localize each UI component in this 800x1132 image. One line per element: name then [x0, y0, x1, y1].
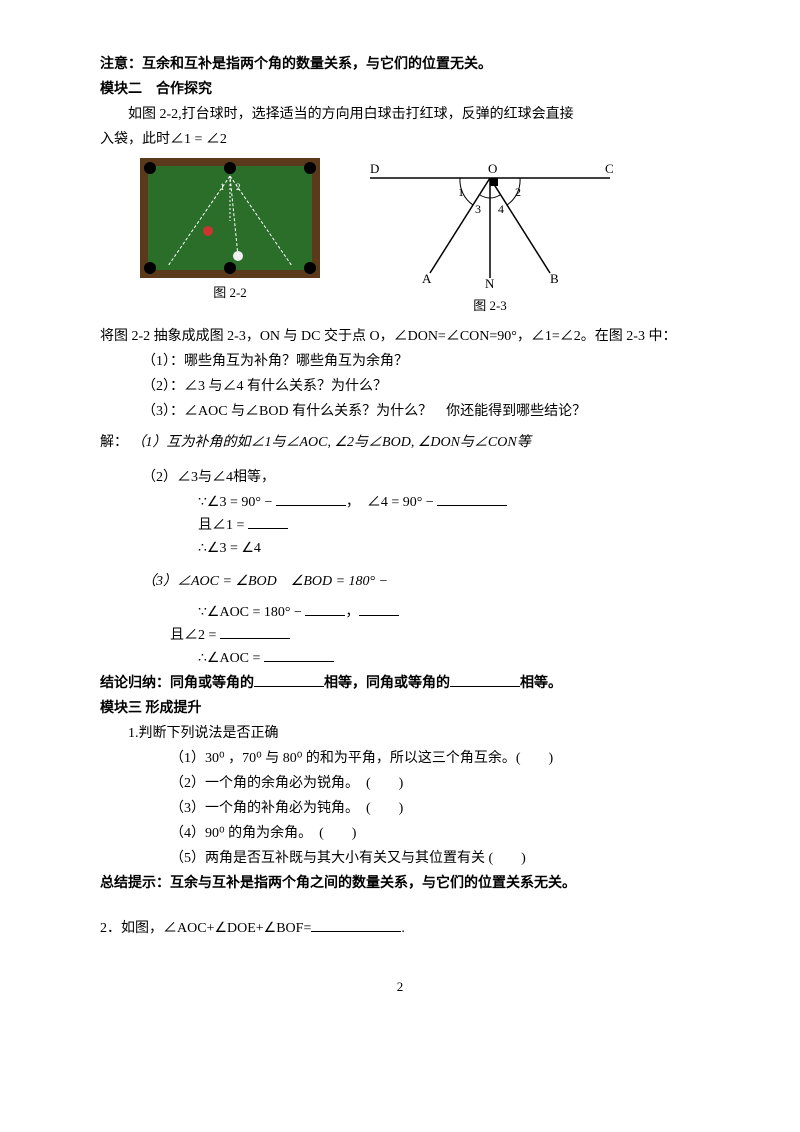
judge-title: 1.判断下列说法是否正确 [100, 723, 700, 744]
solution-row: 解： （1）互为补角的如∠1与∠AOC, ∠2与∠BOD, ∠DON与∠CON等 [100, 432, 700, 453]
solution-3-line1: ∵∠AOC = 180° − ， [100, 602, 700, 623]
summary-tip: 总结提示：互余与互补是指两个角之间的数量关系，与它们的位置关系无关。 [100, 873, 700, 894]
svg-text:4: 4 [498, 202, 504, 216]
blank-input[interactable] [276, 505, 346, 506]
note-heading: 注意：互余和互补是指两个角的数量关系，与它们的位置无关。 [100, 54, 700, 75]
conclusion-line: 结论归纳：同角或等角的相等，同角或等角的相等。 [100, 673, 700, 694]
solution-3-line3: ∴∠AOC = [100, 648, 700, 669]
transform-text: 将图 2-2 抽象成成图 2-3，ON 与 DC 交于点 O，∠DON=∠CON… [100, 326, 700, 347]
question-1: （1）：哪些角互为补角？哪些角互为余角？ [100, 351, 700, 372]
solution-2-line2: 且∠1 = [100, 515, 700, 536]
blank-input[interactable] [359, 615, 399, 616]
svg-text:2: 2 [515, 185, 521, 199]
judge-4: （4）90⁰ 的角为余角。 ( ) [100, 823, 700, 844]
pool-image: 1 2 [140, 158, 320, 278]
problem-2: 2．如图，∠AOC+∠DOE+∠BOF=. [100, 918, 700, 939]
diagram-caption: 图 2-3 [360, 295, 620, 314]
solution-label: 解： [100, 435, 128, 450]
judge-1: （1）30⁰ ，70⁰ 与 80⁰ 的和为平角，所以这三个角互余。( ) [100, 748, 700, 769]
svg-text:A: A [422, 271, 432, 286]
svg-text:1: 1 [458, 185, 464, 199]
solution-2-line1: ∵∠3 = 90° − ， ∠4 = 90° − [100, 492, 700, 513]
svg-text:2: 2 [236, 182, 241, 192]
blank-input[interactable] [437, 505, 507, 506]
svg-text:N: N [485, 276, 495, 288]
svg-text:3: 3 [475, 202, 481, 216]
blank-input[interactable] [254, 686, 324, 687]
svg-text:O: O [488, 161, 497, 176]
module2-title: 模块二 合作探究 [100, 79, 700, 100]
blank-input[interactable] [311, 931, 401, 932]
blank-input[interactable] [248, 528, 288, 529]
solution-3-line2: 且∠2 = [100, 625, 700, 646]
solution-2-line3: ∴∠3 = ∠4 [100, 538, 700, 559]
svg-text:D: D [370, 161, 379, 176]
page-number: 2 [100, 979, 700, 995]
svg-text:B: B [550, 271, 559, 286]
question-3: （3）：∠AOC 与∠BOD 有什么关系？为什么？ 你还能得到哪些结论？ [100, 401, 700, 422]
solution-2-head: （2）∠3与∠4相等， [100, 467, 700, 488]
blank-input[interactable] [220, 638, 290, 639]
solution-1: （1）互为补角的如∠1与∠AOC, ∠2与∠BOD, ∠DON与∠CON等 [132, 435, 531, 450]
blank-input[interactable] [450, 686, 520, 687]
angle-diagram: D O C A N B 1 2 3 4 图 2-3 [360, 158, 620, 314]
question-2: （2）：∠3 与∠4 有什么关系？为什么？ [100, 376, 700, 397]
pool-figure: 1 2 图 2-2 [140, 158, 320, 301]
svg-text:C: C [605, 161, 614, 176]
module3-title: 模块三 形成提升 [100, 698, 700, 719]
judge-5: （5）两角是否互补既与其大小有关又与其位置有关 ( ) [100, 848, 700, 869]
judge-3: （3）一个角的补角必为钝角。 ( ) [100, 798, 700, 819]
intro-text-1: 如图 2-2,打台球时，选择适当的方向用白球击打红球，反弹的红球会直接 [100, 104, 700, 125]
judge-2: （2）一个角的余角必为锐角。 ( ) [100, 773, 700, 794]
diagram-svg: D O C A N B 1 2 3 4 [360, 158, 620, 288]
svg-text:1: 1 [220, 182, 225, 192]
intro-text-2: 入袋，此时∠1 = ∠2 [100, 129, 700, 150]
document-page: 注意：互余和互补是指两个角的数量关系，与它们的位置无关。 模块二 合作探究 如图… [0, 0, 800, 1025]
figure-row: 1 2 图 2-2 D O C A N B [140, 158, 700, 314]
blank-input[interactable] [305, 615, 345, 616]
solution-3-head: （3）∠AOC = ∠BOD ∠BOD = 180° − [100, 571, 700, 592]
pool-caption: 图 2-2 [140, 282, 320, 301]
blank-input[interactable] [264, 661, 334, 662]
